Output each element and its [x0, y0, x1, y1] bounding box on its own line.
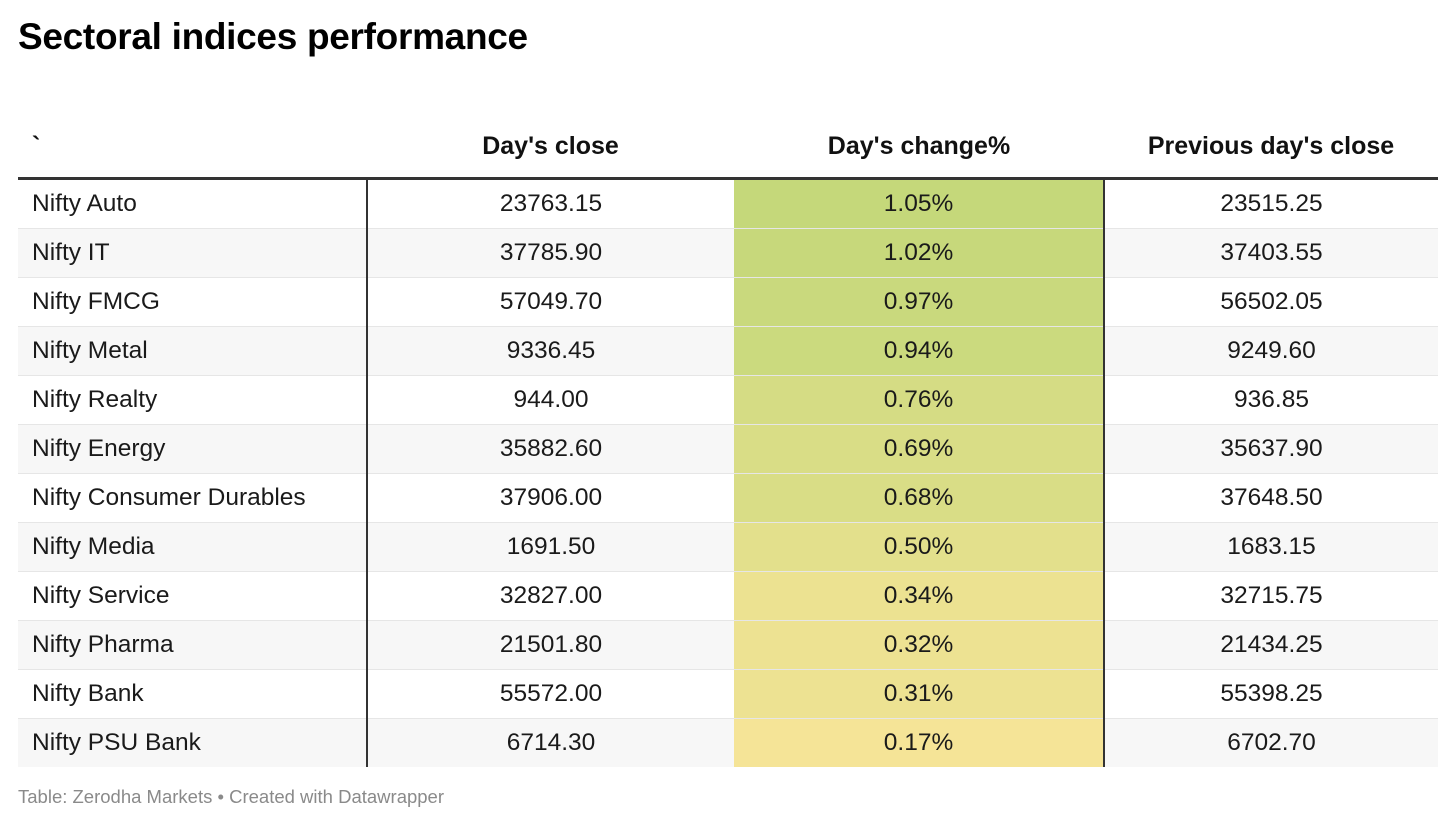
table-row: Nifty Consumer Durables 37906.00 0.68% 3764… [18, 473, 1438, 523]
days-change-cell: 0.34% [734, 571, 1105, 621]
prev-close-cell: 32715.75 [1104, 571, 1438, 621]
days-close-cell: 6714.30 [367, 718, 734, 767]
index-name-cell: Nifty Pharma [18, 620, 368, 670]
source-note: Table: Zerodha Markets • Created with Da… [18, 786, 445, 807]
index-name-cell: Nifty Service [18, 571, 368, 621]
days-close-cell: 55572.00 [367, 669, 734, 719]
index-name-cell: Nifty FMCG [18, 277, 368, 327]
prev-close-cell: 21434.25 [1104, 620, 1438, 670]
days-change-cell: 0.94% [734, 326, 1105, 376]
days-close-cell: 35882.60 [367, 424, 734, 474]
prev-close-cell: 9249.60 [1104, 326, 1438, 376]
prev-close-cell: 6702.70 [1104, 718, 1438, 767]
days-change-cell: 1.02% [734, 228, 1105, 278]
days-close-cell: 944.00 [367, 375, 734, 425]
index-name-cell: Nifty PSU Bank [18, 718, 368, 767]
index-name-cell: Nifty IT [18, 228, 368, 278]
table-row: Nifty Auto 23763.15 1.05% 23515.25 [18, 178, 1438, 229]
table-row: Nifty Bank 55572.00 0.31% 55398.25 [18, 669, 1438, 719]
days-change-cell: 0.50% [734, 522, 1105, 572]
column-header-prev-close[interactable]: Previous day's close [1104, 100, 1438, 180]
days-close-cell: 37906.00 [367, 473, 734, 523]
index-name-cell: Nifty Metal [18, 326, 368, 376]
index-name-cell: Nifty Consumer Durables [18, 473, 368, 523]
days-change-cell: 0.68% [734, 473, 1105, 523]
days-close-cell: 23763.15 [367, 178, 734, 229]
prev-close-cell: 37648.50 [1104, 473, 1438, 523]
days-change-cell: 0.17% [734, 718, 1105, 767]
column-header-change[interactable]: Day's change% [734, 100, 1104, 180]
table-row: Nifty Service 32827.00 0.34% 32715.75 [18, 571, 1438, 621]
index-name-cell: Nifty Bank [18, 669, 368, 719]
prev-close-cell: 1683.15 [1104, 522, 1438, 572]
chart-title: Sectoral indices performance [18, 16, 528, 57]
days-change-cell: 1.05% [734, 178, 1105, 229]
days-close-cell: 9336.45 [367, 326, 734, 376]
index-name-cell: Nifty Media [18, 522, 368, 572]
prev-close-cell: 936.85 [1104, 375, 1438, 425]
index-name-cell: Nifty Realty [18, 375, 368, 425]
table-row: Nifty Metal 9336.45 0.94% 9249.60 [18, 326, 1438, 376]
days-close-cell: 32827.00 [367, 571, 734, 621]
index-name-cell: Nifty Auto [18, 178, 368, 229]
column-header-name[interactable]: ` [18, 100, 367, 180]
prev-close-cell: 55398.25 [1104, 669, 1438, 719]
table-row: Nifty Pharma 21501.80 0.32% 21434.25 [18, 620, 1438, 670]
days-close-cell: 37785.90 [367, 228, 734, 278]
days-close-cell: 57049.70 [367, 277, 734, 327]
days-change-cell: 0.69% [734, 424, 1105, 474]
days-change-cell: 0.76% [734, 375, 1105, 425]
header-row: ` Day's close Day's change% Previous day… [18, 100, 1438, 180]
prev-close-cell: 56502.05 [1104, 277, 1438, 327]
table-row: Nifty Energy 35882.60 0.69% 35637.90 [18, 424, 1438, 474]
table-row: Nifty Realty 944.00 0.76% 936.85 [18, 375, 1438, 425]
days-close-cell: 1691.50 [367, 522, 734, 572]
column-header-close[interactable]: Day's close [367, 100, 734, 180]
table-row: Nifty FMCG 57049.70 0.97% 56502.05 [18, 277, 1438, 327]
days-change-cell: 0.97% [734, 277, 1105, 327]
sector-table: ` Day's close Day's change% Previous day… [18, 100, 1438, 767]
days-change-cell: 0.32% [734, 620, 1105, 670]
table-row: Nifty PSU Bank 6714.30 0.17% 6702.70 [18, 718, 1438, 767]
days-close-cell: 21501.80 [367, 620, 734, 670]
prev-close-cell: 23515.25 [1104, 178, 1438, 229]
days-change-cell: 0.31% [734, 669, 1105, 719]
prev-close-cell: 35637.90 [1104, 424, 1438, 474]
table-row: Nifty IT 37785.90 1.02% 37403.55 [18, 228, 1438, 278]
table-row: Nifty Media 1691.50 0.50% 1683.15 [18, 522, 1438, 572]
prev-close-cell: 37403.55 [1104, 228, 1438, 278]
index-name-cell: Nifty Energy [18, 424, 368, 474]
table-body: Nifty Auto 23763.15 1.05% 23515.25 Nifty IT 3… [18, 178, 1438, 767]
